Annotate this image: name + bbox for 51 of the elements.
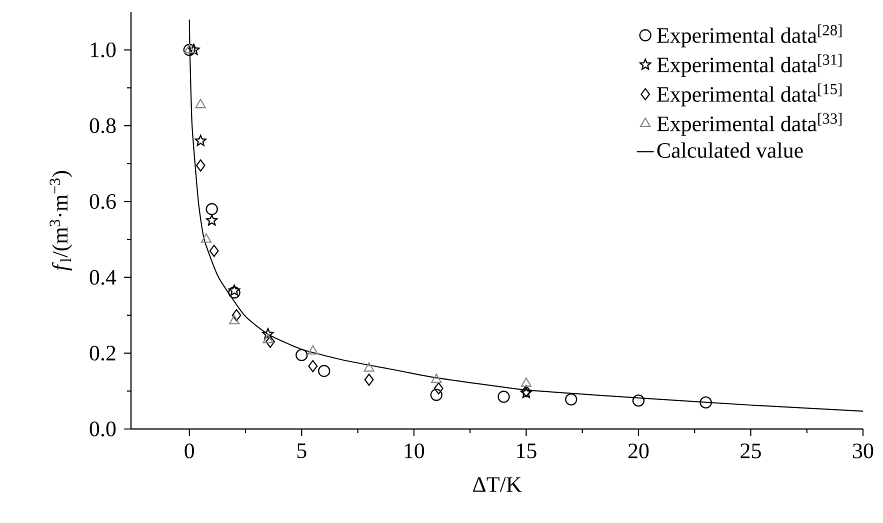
point	[228, 284, 240, 296]
point	[318, 364, 330, 378]
point	[632, 394, 645, 407]
point	[308, 345, 318, 355]
point	[188, 44, 200, 55]
legend-label: Experimental data$^{[28]}$	[657, 24, 842, 48]
point	[206, 214, 218, 226]
point	[184, 44, 195, 54]
point	[196, 159, 206, 172]
point	[364, 362, 374, 372]
x-tick-label: 5	[297, 444, 306, 458]
point	[308, 360, 318, 372]
point	[200, 233, 212, 243]
y-tick-label: 0.0	[90, 422, 116, 436]
x-tick-label: 20	[628, 444, 649, 458]
x-tick-label: 10	[404, 444, 424, 458]
point	[209, 244, 219, 257]
point	[520, 377, 532, 387]
y-tick-label: 0.6	[90, 194, 116, 210]
point	[183, 44, 196, 56]
point	[700, 396, 712, 409]
x-tick-label: 15	[517, 444, 536, 458]
legend-label: Experimental data$^{[15]}$	[657, 83, 842, 106]
y-tick-label: 0.8	[90, 118, 116, 134]
y-tick-label: 0.4	[90, 270, 116, 285]
x-tick-label: 0	[184, 444, 194, 458]
point	[431, 374, 442, 384]
point	[232, 309, 242, 322]
point	[498, 390, 510, 403]
legend-label: Experimental data$^{[31]}$	[657, 54, 842, 77]
y-tick-label: 0.2	[90, 346, 116, 361]
point	[262, 328, 274, 340]
y-tick-label: 1.0	[90, 42, 116, 58]
point	[195, 98, 206, 108]
legend-label: Calculated value	[657, 142, 803, 158]
point	[206, 203, 218, 216]
point	[296, 348, 308, 362]
x-tick-label: 25	[740, 444, 761, 458]
point	[228, 286, 240, 299]
legend-label: Experimental data$^{[33]}$	[657, 112, 842, 136]
point	[430, 388, 442, 401]
point	[194, 134, 206, 146]
y-axis-title: f$_{l}$/(m$^{3}$·m$^{−3}$)	[50, 171, 72, 271]
point	[265, 336, 275, 348]
x-axis-title: ΔT/K	[473, 477, 522, 492]
point	[565, 393, 578, 406]
point	[262, 334, 274, 344]
point	[228, 314, 240, 324]
x-tick-label: 30	[853, 444, 874, 458]
point	[434, 382, 444, 395]
point	[364, 374, 374, 386]
